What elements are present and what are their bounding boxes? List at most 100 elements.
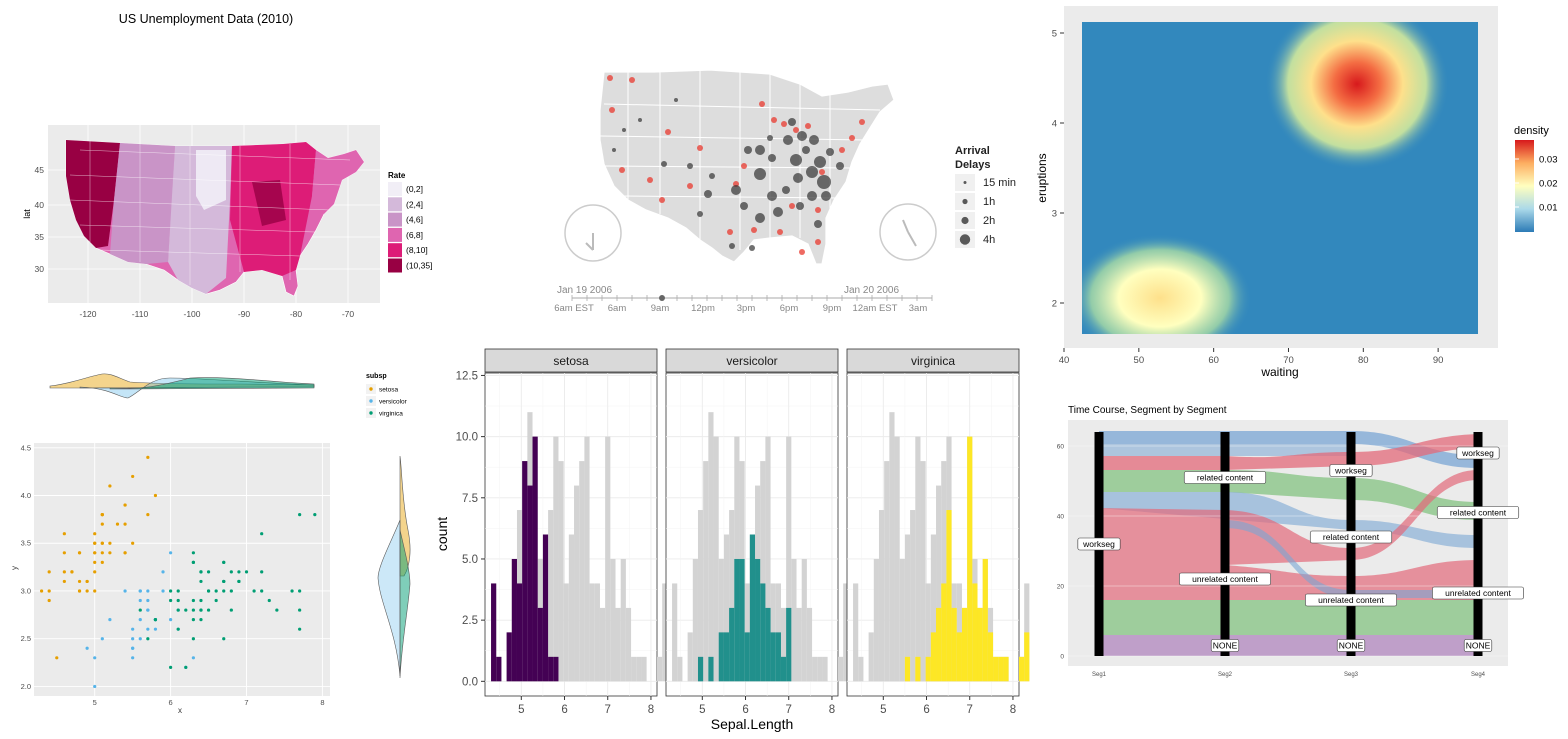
y-tick-label: 40 [1057, 514, 1065, 521]
x-tick-label: 5 [699, 704, 705, 716]
histogram-bar [496, 656, 502, 682]
stratum-label-box [1329, 464, 1373, 477]
timeline-tick-label: 12pm [691, 303, 715, 314]
background-bar [692, 558, 698, 682]
delay-marker [781, 121, 787, 127]
histogram-bar [491, 583, 497, 682]
stratum-label-box [1309, 530, 1393, 544]
delay-marker [793, 127, 799, 133]
scatter-point [260, 532, 264, 536]
y-tick-label: 12.5 [456, 370, 478, 382]
x-tick-label: -90 [238, 309, 251, 319]
scatter-point [70, 570, 74, 574]
background-bar [723, 534, 730, 682]
background-bar [806, 607, 813, 682]
facet-setosa: setosa 5 6 7 8 [484, 348, 668, 716]
delay-marker [709, 173, 715, 179]
facet-strip [846, 348, 1020, 373]
scatter-point [206, 570, 211, 574]
delay-marker [814, 156, 826, 168]
delay-marker [767, 191, 777, 201]
delay-marker [767, 135, 773, 141]
scatter-point [77, 551, 82, 555]
delay-marker [659, 197, 665, 203]
scatter-point [298, 627, 302, 631]
x-tick-label: 6 [169, 698, 173, 707]
rate-legend-title: Rate [388, 171, 406, 180]
delay-marker [629, 77, 635, 83]
scatter-point [39, 589, 44, 593]
delay-marker [704, 190, 712, 198]
scatter-point [62, 570, 66, 574]
scatter-point [100, 541, 104, 545]
histogram-bar [1024, 632, 1030, 682]
scatter-point [229, 570, 233, 574]
scatter-point [55, 656, 59, 660]
scatter-point [146, 589, 150, 593]
y-tick-label: 35 [35, 232, 45, 242]
background-bar [868, 632, 874, 682]
histogram-bar [527, 485, 533, 682]
delay-marker [687, 163, 693, 169]
stratum-label: workseg [1461, 448, 1494, 458]
scatter-point [229, 589, 233, 593]
histogram-bar [522, 461, 528, 682]
background-bar [641, 656, 647, 682]
subsp-legend-title: subsp [366, 373, 387, 380]
scatter-point [93, 551, 97, 555]
scatter-point [138, 589, 142, 593]
rate-legend: (0,2] (2,4] (4,6] (6,8] (8,10] (10,35] [388, 182, 432, 273]
background-bar [568, 534, 575, 682]
delay-marker [859, 119, 865, 125]
scatter-point [214, 589, 218, 593]
delay-marker [797, 131, 807, 141]
background-bar [584, 436, 590, 682]
scatter-point [100, 560, 104, 564]
y-tick-label: 30 [35, 264, 45, 274]
scatter-point [222, 637, 226, 641]
delay-marker [741, 163, 747, 169]
histogram-bar [904, 656, 911, 682]
density-legend-ticks: 0.01 0.02 0.03 [1515, 155, 1558, 214]
background-bar [610, 558, 616, 682]
delay-marker [836, 162, 844, 170]
histogram-bar [998, 656, 1004, 682]
delay-marker [754, 168, 766, 180]
alluvial-panel: Time Course, Segment by Segment 0 20 40 60 S… [1057, 405, 1524, 678]
histogram-bar [506, 632, 512, 682]
background-bar [589, 583, 595, 682]
scatter-point [260, 589, 264, 593]
histogram-bar [930, 632, 937, 682]
legend-key-dot [961, 216, 969, 225]
delay-marker [788, 118, 796, 126]
delay-marker [638, 118, 642, 122]
background-bar [930, 534, 937, 682]
scatter-point [199, 570, 203, 574]
y-tick-label: 4.0 [21, 491, 31, 500]
delay-legend: 15 min 1h 2h 4h [955, 174, 1016, 248]
histogram-bar [972, 583, 978, 682]
background-bar [884, 461, 890, 682]
scatter-point [62, 551, 66, 555]
delay-marker [805, 123, 811, 129]
scatter-point [244, 570, 249, 574]
histogram-xlabel: Sepal.Length [711, 716, 794, 732]
background-bar [904, 534, 911, 682]
facet-strip [665, 348, 839, 373]
legend-label: (0,2] [406, 184, 423, 194]
timeline-slider-handle[interactable] [659, 295, 665, 301]
histogram-bar [775, 632, 781, 682]
delay-marker [607, 75, 613, 81]
iris-scatter-panel: 5 6 7 8 2.0 2.5 3.0 3.5 4.0 4.5 x y subsp setosa v… [10, 373, 411, 715]
histogram-bar [718, 632, 724, 682]
scatter-point [184, 665, 188, 669]
histogram-y-ticks: 0.0 2.5 5.0 7.5 10.0 12.5 [456, 370, 485, 688]
background-bar [915, 436, 921, 682]
scatter-point [199, 579, 203, 584]
background-bar [920, 461, 926, 682]
background-bar [936, 485, 942, 682]
delay-marker [768, 154, 776, 162]
us-counties-map [65, 139, 365, 297]
stratum-label-box [1436, 506, 1520, 519]
